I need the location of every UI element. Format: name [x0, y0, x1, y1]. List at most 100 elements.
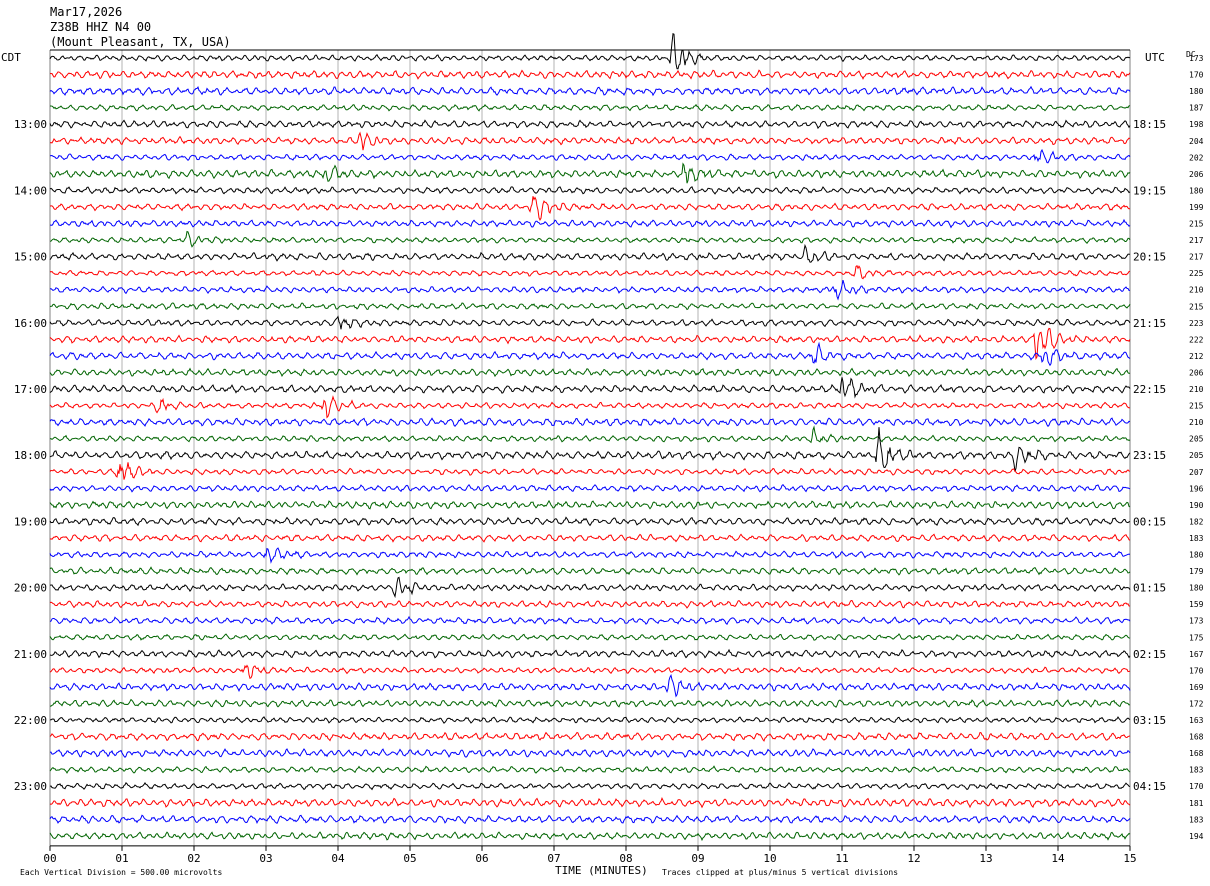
trace-row-11 — [49, 230, 1131, 248]
x-axis-label: TIME (MINUTES) — [555, 864, 648, 877]
trace-row-31 — [49, 566, 1131, 576]
dc-offset-label: 225 — [1189, 269, 1204, 278]
left-hour-label: 21:00 — [14, 648, 47, 661]
trace-row-13 — [49, 265, 1131, 280]
trace-row-33 — [49, 599, 1131, 609]
trace-row-22 — [49, 417, 1131, 428]
dc-offset-label: 223 — [1189, 319, 1204, 328]
trace-row-7 — [49, 162, 1131, 184]
left-timezone-label: CDT — [1, 51, 21, 64]
right-hour-label: 18:15 — [1133, 118, 1166, 131]
left-hour-label: 13:00 — [14, 118, 47, 131]
dc-offset-label: 173 — [1189, 54, 1204, 63]
date-label: Mar17,2026 — [50, 5, 122, 19]
x-tick-label: 12 — [907, 852, 920, 865]
dc-offset-label: 187 — [1189, 104, 1204, 113]
x-tick-label: 05 — [403, 852, 416, 865]
dc-offset-label: 169 — [1189, 683, 1204, 692]
dc-offset-label: 215 — [1189, 220, 1204, 229]
dc-offset-label: 190 — [1189, 501, 1204, 510]
dc-offset-label: 215 — [1189, 402, 1204, 411]
scale-note: Each Vertical Division = 500.00 microvol… — [20, 868, 222, 877]
dc-offset-label: 175 — [1189, 633, 1204, 642]
left-hour-label: 20:00 — [14, 582, 47, 595]
trace-row-14 — [49, 279, 1131, 301]
dc-offset-label: 180 — [1189, 87, 1204, 96]
x-tick-label: 14 — [1051, 852, 1065, 865]
trace-row-44 — [49, 782, 1131, 791]
dc-offset-label: 163 — [1189, 716, 1204, 725]
trace-row-47 — [49, 830, 1131, 842]
left-hour-label: 14:00 — [14, 184, 47, 197]
dc-offset-label: 198 — [1189, 120, 1204, 129]
dc-offset-label: 180 — [1189, 186, 1204, 195]
trace-row-46 — [49, 814, 1131, 825]
trace-row-2 — [49, 85, 1131, 97]
x-tick-label: 13 — [979, 852, 992, 865]
trace-row-8 — [49, 186, 1131, 195]
trace-row-18 — [49, 341, 1131, 367]
x-tick-label: 06 — [475, 852, 488, 865]
trace-row-23 — [49, 425, 1131, 444]
dc-offset-label: 202 — [1189, 153, 1204, 162]
dc-offset-label: 183 — [1189, 766, 1204, 775]
dc-offset-label: 206 — [1189, 170, 1204, 179]
dc-offset-label: 217 — [1189, 236, 1204, 245]
trace-row-6 — [49, 148, 1131, 164]
trace-row-12 — [49, 243, 1131, 263]
right-hour-label: 03:15 — [1133, 714, 1166, 727]
x-tick-label: 00 — [43, 852, 56, 865]
trace-row-24 — [49, 427, 1131, 472]
seismic-traces — [49, 32, 1131, 842]
trace-row-35 — [49, 633, 1131, 642]
right-hour-label: 19:15 — [1133, 184, 1166, 197]
trace-row-43 — [49, 765, 1131, 774]
dc-offset-label: 205 — [1189, 451, 1204, 460]
dc-offset-label: 215 — [1189, 302, 1204, 311]
right-hour-label: 21:15 — [1133, 317, 1166, 330]
trace-row-19 — [49, 367, 1131, 378]
right-hour-label: 20:15 — [1133, 251, 1166, 264]
trace-row-37 — [49, 664, 1131, 679]
dc-offset-label: 168 — [1189, 749, 1204, 758]
left-hour-label: 23:00 — [14, 780, 47, 793]
clip-note: Traces clipped at plus/minus 5 vertical … — [662, 868, 898, 877]
dc-offset-label: 210 — [1189, 286, 1204, 295]
x-tick-label: 09 — [691, 852, 704, 865]
trace-row-39 — [50, 698, 1131, 708]
right-hour-label: 02:15 — [1133, 648, 1166, 661]
trace-row-16 — [49, 315, 1131, 330]
dc-offset-label: 181 — [1189, 799, 1204, 808]
x-tick-label: 10 — [763, 852, 776, 865]
left-hour-label: 18:00 — [14, 449, 47, 462]
trace-row-42 — [49, 748, 1131, 758]
right-hour-label: 01:15 — [1133, 582, 1166, 595]
dc-offset-label: 180 — [1189, 551, 1204, 560]
dc-offset-label: 170 — [1189, 782, 1204, 791]
left-hour-label: 19:00 — [14, 515, 47, 528]
dc-offset-label: 210 — [1189, 418, 1204, 427]
time-labels: 00 01 02 03 04 05 06 07 08 09 10 11 12 13 14 15 13:00 14:… — [14, 54, 1204, 865]
trace-row-3 — [49, 103, 1131, 112]
dc-offset-label: 168 — [1189, 733, 1204, 742]
x-tick-label: 11 — [835, 852, 848, 865]
trace-row-34 — [49, 615, 1131, 626]
dc-offset-label: 194 — [1189, 832, 1204, 841]
trace-row-20 — [49, 377, 1131, 399]
left-hour-label: 16:00 — [14, 317, 47, 330]
dc-offset-label: 205 — [1189, 435, 1204, 444]
right-timezone-label: UTC — [1145, 51, 1165, 64]
dc-offset-label: 196 — [1189, 484, 1204, 493]
x-tick-label: 08 — [619, 852, 632, 865]
trace-row-25 — [49, 462, 1131, 480]
dc-offset-label: 170 — [1189, 666, 1204, 675]
trace-row-29 — [49, 533, 1131, 543]
dc-offset-label: 183 — [1189, 534, 1204, 543]
trace-row-9 — [49, 196, 1131, 221]
dc-header-label: DC — [1186, 50, 1196, 59]
dc-offset-label: 173 — [1189, 617, 1204, 626]
location-label: (Mount Pleasant, TX, USA) — [50, 35, 231, 49]
dc-offset-label: 159 — [1189, 600, 1204, 609]
grid-lines — [49, 49, 1131, 851]
x-tick-label: 04 — [331, 852, 345, 865]
